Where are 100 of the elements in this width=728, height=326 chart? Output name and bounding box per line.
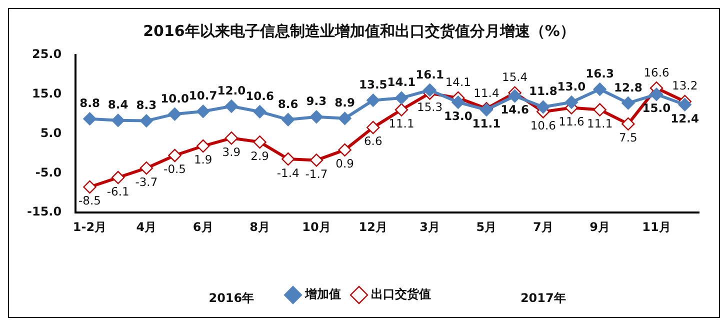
y-tick-label: 25.0	[32, 47, 62, 62]
point	[536, 100, 550, 114]
data-label: 10.6	[530, 118, 556, 132]
data-label: 11.4	[474, 86, 500, 100]
data-label: 11.1	[388, 116, 414, 130]
data-label: 16.6	[644, 65, 670, 80]
point	[650, 88, 664, 101]
point	[83, 112, 96, 126]
data-label: -8.5	[78, 194, 101, 208]
data-label: 8.4	[108, 98, 128, 112]
point	[140, 114, 154, 128]
point	[196, 104, 210, 118]
point	[452, 96, 465, 109]
point	[366, 120, 380, 134]
point	[168, 108, 182, 121]
x-tick-label: 7月	[532, 220, 554, 234]
data-label: 12.4	[670, 111, 700, 126]
point	[196, 139, 210, 153]
point	[310, 110, 324, 124]
point	[310, 154, 324, 167]
x-tick-label: 5月	[476, 220, 497, 234]
text: 2017年	[520, 291, 566, 306]
x-tick-label: 10月	[302, 220, 331, 234]
data-label: 11.1	[472, 116, 501, 130]
data-label: 14.6	[500, 102, 529, 117]
point	[338, 112, 352, 126]
point	[593, 82, 606, 96]
data-label: 15.3	[416, 100, 443, 114]
data-label: 8.8	[80, 96, 100, 110]
x-tick-label: 3月	[420, 220, 440, 234]
data-label: 12.8	[614, 80, 642, 94]
data-label: 10.7	[188, 88, 218, 103]
y-tick-label: 5.0	[40, 126, 62, 140]
data-label: 16.1	[416, 67, 444, 82]
data-label: 11.8	[528, 84, 558, 98]
data-label: 2.9	[250, 148, 269, 163]
data-label: -6.1	[106, 184, 130, 198]
data-label: 12.0	[217, 83, 246, 98]
data-label: -1.4	[276, 166, 300, 180]
data-label: 14.1	[445, 75, 471, 90]
legend-label: 出口交货值	[371, 287, 431, 302]
x-tick-label: 9月	[590, 220, 610, 234]
point	[253, 105, 266, 118]
point	[394, 103, 408, 116]
chart-title: 2016年以来电子信息制造业增加值和出口交货值分月增速（%）	[143, 22, 575, 40]
x-tick-label: 12月	[358, 220, 388, 234]
data-label: -1.7	[305, 166, 328, 181]
data-label: 16.3	[586, 66, 614, 81]
data-label: 14.1	[387, 75, 416, 90]
data-label: 8.3	[136, 98, 157, 112]
point	[282, 152, 295, 166]
point	[593, 103, 606, 116]
x-tick-label: 11月	[642, 220, 671, 234]
point	[366, 94, 380, 107]
point	[83, 180, 96, 194]
point	[282, 113, 295, 126]
data-label: 1.9	[194, 152, 212, 167]
data-label: 15.0	[642, 101, 671, 116]
x-tick-label: 1-2月	[72, 220, 107, 234]
data-label: 11.1	[587, 116, 613, 130]
y-tick-label: -5.0	[35, 165, 62, 180]
data-label: 7.5	[619, 130, 638, 145]
data-label: 0.9	[336, 156, 354, 171]
data-label: 13.0	[557, 80, 586, 94]
data-label: 13.2	[672, 78, 698, 93]
data-label: 9.3	[306, 94, 327, 108]
x-tick-label: 6月	[192, 220, 214, 234]
point	[508, 89, 522, 103]
data-label: -3.7	[135, 174, 158, 189]
point	[423, 83, 436, 97]
point	[224, 132, 238, 145]
data-label: 3.9	[222, 144, 241, 159]
data-label: 10.0	[160, 91, 189, 106]
data-label: 13.0	[444, 109, 472, 124]
legend-label: 增加值	[304, 287, 341, 302]
x-tick-label: 8月	[250, 220, 270, 234]
text: 2016年	[208, 291, 254, 306]
data-label: 8.6	[278, 96, 298, 111]
point	[678, 98, 692, 112]
data-label: 8.9	[334, 96, 355, 110]
point	[622, 117, 635, 131]
x-tick-label: 4月	[136, 220, 157, 234]
data-label: 10.6	[246, 88, 274, 103]
point	[140, 161, 154, 175]
point	[168, 148, 182, 162]
data-label: 6.6	[364, 134, 382, 148]
y-tick-label: -15.0	[26, 204, 62, 219]
y-tick-label: 15.0	[32, 86, 62, 101]
data-label: 11.6	[558, 114, 584, 129]
point	[111, 170, 125, 184]
point	[224, 100, 238, 113]
data-label: 15.4	[502, 70, 528, 84]
point	[253, 135, 266, 149]
point	[394, 91, 408, 105]
point	[622, 96, 635, 110]
data-label: 13.5	[358, 78, 388, 92]
point	[564, 96, 578, 109]
point	[111, 114, 125, 128]
point	[338, 143, 352, 157]
data-label: -0.5	[164, 162, 186, 176]
